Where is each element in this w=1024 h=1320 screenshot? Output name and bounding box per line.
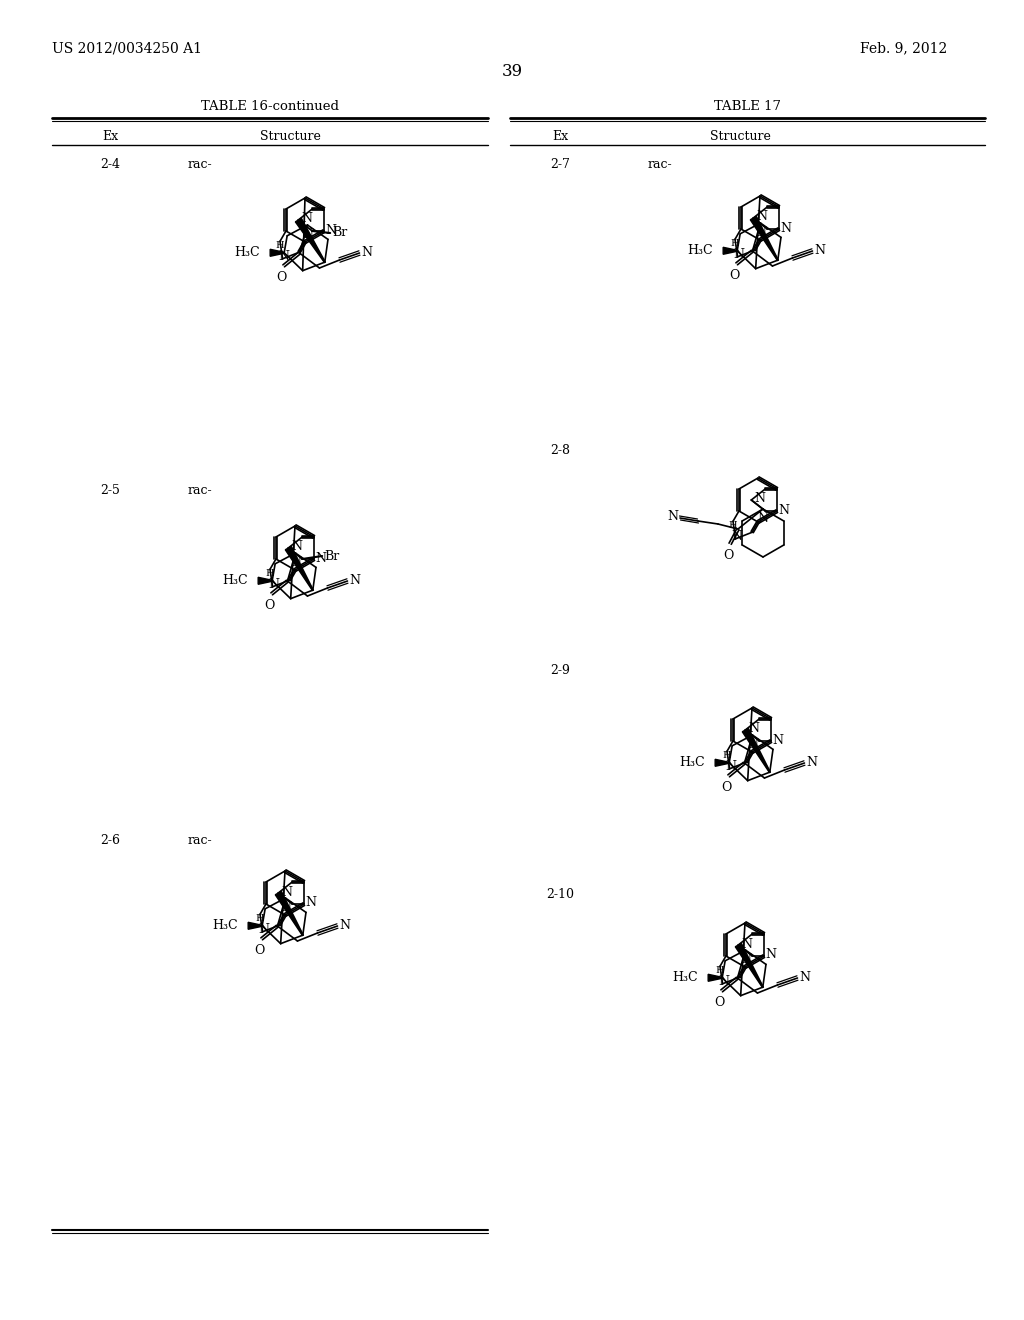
Text: TABLE 17: TABLE 17 <box>714 100 780 114</box>
Text: 2-6: 2-6 <box>100 833 120 846</box>
Text: rac-: rac- <box>188 483 213 496</box>
Text: N: N <box>733 248 744 261</box>
Text: N: N <box>755 226 766 239</box>
Text: H: H <box>728 521 737 529</box>
Polygon shape <box>270 249 284 256</box>
Text: N: N <box>280 902 291 913</box>
Text: N: N <box>340 919 350 932</box>
Text: H: H <box>730 239 739 248</box>
Text: N: N <box>778 503 790 516</box>
Text: N: N <box>731 531 742 544</box>
Polygon shape <box>248 923 262 929</box>
Text: H: H <box>716 966 724 974</box>
Text: Br: Br <box>332 227 347 239</box>
Text: N: N <box>349 573 360 586</box>
Text: O: O <box>715 997 725 1008</box>
Text: N: N <box>361 246 373 259</box>
Text: H: H <box>275 240 284 249</box>
Text: N: N <box>758 512 768 525</box>
Text: N: N <box>740 953 751 966</box>
Text: H₃C: H₃C <box>222 574 248 587</box>
Text: N: N <box>814 243 825 256</box>
Polygon shape <box>742 729 770 772</box>
Text: TABLE 16-continued: TABLE 16-continued <box>201 100 339 114</box>
Text: N: N <box>282 886 292 899</box>
Text: N: N <box>755 492 765 506</box>
Text: N: N <box>279 251 289 263</box>
Text: H: H <box>722 751 731 760</box>
Text: O: O <box>254 944 264 957</box>
Text: US 2012/0034250 A1: US 2012/0034250 A1 <box>52 41 202 55</box>
Polygon shape <box>295 218 326 263</box>
Text: O: O <box>721 781 731 795</box>
Text: O: O <box>264 599 274 612</box>
Text: N: N <box>749 722 760 735</box>
Text: Ex: Ex <box>102 129 118 143</box>
Text: O: O <box>723 549 733 562</box>
Text: Feb. 9, 2012: Feb. 9, 2012 <box>860 41 947 55</box>
Text: 2-5: 2-5 <box>100 483 120 496</box>
Text: 2-9: 2-9 <box>550 664 570 676</box>
Text: N: N <box>741 937 753 950</box>
Text: rac-: rac- <box>188 158 213 172</box>
Text: rac-: rac- <box>188 833 213 846</box>
Polygon shape <box>258 577 272 585</box>
Text: H₃C: H₃C <box>234 247 260 259</box>
Polygon shape <box>709 974 722 981</box>
Text: H₃C: H₃C <box>213 919 239 932</box>
Text: H: H <box>265 569 273 578</box>
Text: 2-7: 2-7 <box>550 158 570 172</box>
Text: N: N <box>757 210 767 223</box>
Text: Br: Br <box>325 549 339 562</box>
Text: N: N <box>290 556 301 569</box>
Text: H₃C: H₃C <box>687 244 713 257</box>
Text: N: N <box>667 511 678 524</box>
Text: N: N <box>305 896 316 909</box>
Text: H: H <box>255 913 264 923</box>
Text: N: N <box>302 228 313 242</box>
Text: H₃C: H₃C <box>673 972 698 985</box>
Polygon shape <box>723 247 737 255</box>
Text: N: N <box>325 223 336 236</box>
Text: N: N <box>746 738 758 751</box>
Text: O: O <box>276 271 287 284</box>
Polygon shape <box>735 944 763 987</box>
Text: 2-10: 2-10 <box>546 888 574 902</box>
Text: N: N <box>800 970 810 983</box>
Text: N: N <box>268 578 280 591</box>
Text: N: N <box>772 734 783 747</box>
Text: Ex: Ex <box>552 129 568 143</box>
Text: N: N <box>725 760 736 774</box>
Polygon shape <box>715 759 729 767</box>
Text: N: N <box>301 213 312 226</box>
Text: 39: 39 <box>502 63 522 81</box>
Text: N: N <box>765 949 776 961</box>
Polygon shape <box>275 891 303 936</box>
Text: N: N <box>718 975 729 989</box>
Text: 2-8: 2-8 <box>550 444 570 457</box>
Polygon shape <box>286 546 313 590</box>
Polygon shape <box>751 216 778 260</box>
Text: N: N <box>807 755 817 768</box>
Text: N: N <box>258 923 269 936</box>
Text: N: N <box>780 222 792 235</box>
Text: H₃C: H₃C <box>680 756 706 770</box>
Text: O: O <box>729 269 739 282</box>
Text: N: N <box>315 552 326 565</box>
Text: Structure: Structure <box>710 129 770 143</box>
Text: N: N <box>291 540 302 553</box>
Text: rac-: rac- <box>648 158 673 172</box>
Text: 2-4: 2-4 <box>100 158 120 172</box>
Text: Structure: Structure <box>259 129 321 143</box>
